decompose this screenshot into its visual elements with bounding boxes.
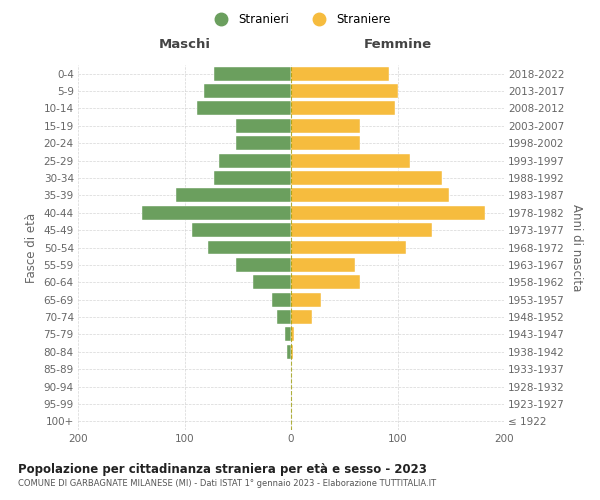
- Bar: [236, 136, 291, 150]
- Bar: [291, 345, 293, 358]
- Y-axis label: Anni di nascita: Anni di nascita: [571, 204, 583, 291]
- Y-axis label: Fasce di età: Fasce di età: [25, 212, 38, 282]
- Text: Maschi: Maschi: [158, 38, 211, 51]
- Text: Femmine: Femmine: [364, 38, 431, 51]
- Bar: [291, 328, 294, 342]
- Bar: [287, 345, 291, 358]
- Bar: [291, 66, 389, 80]
- Bar: [291, 84, 398, 98]
- Bar: [291, 310, 313, 324]
- Bar: [291, 154, 410, 168]
- Bar: [291, 188, 449, 202]
- Bar: [291, 119, 360, 133]
- Bar: [284, 328, 291, 342]
- Bar: [291, 223, 431, 237]
- Bar: [277, 310, 291, 324]
- Bar: [291, 292, 321, 306]
- Bar: [218, 154, 291, 168]
- Bar: [291, 240, 406, 254]
- Bar: [291, 136, 360, 150]
- Bar: [214, 66, 291, 80]
- Bar: [214, 171, 291, 185]
- Bar: [208, 240, 291, 254]
- Bar: [291, 102, 395, 116]
- Bar: [142, 206, 291, 220]
- Bar: [291, 258, 355, 272]
- Legend: Stranieri, Straniere: Stranieri, Straniere: [204, 8, 396, 31]
- Bar: [272, 292, 291, 306]
- Text: COMUNE DI GARBAGNATE MILANESE (MI) - Dati ISTAT 1° gennaio 2023 - Elaborazione T: COMUNE DI GARBAGNATE MILANESE (MI) - Dat…: [18, 479, 436, 488]
- Bar: [176, 188, 291, 202]
- Bar: [291, 276, 360, 289]
- Bar: [236, 258, 291, 272]
- Bar: [236, 119, 291, 133]
- Bar: [197, 102, 291, 116]
- Bar: [192, 223, 291, 237]
- Bar: [291, 171, 442, 185]
- Bar: [291, 206, 485, 220]
- Bar: [203, 84, 291, 98]
- Bar: [253, 276, 291, 289]
- Text: Popolazione per cittadinanza straniera per età e sesso - 2023: Popolazione per cittadinanza straniera p…: [18, 462, 427, 475]
